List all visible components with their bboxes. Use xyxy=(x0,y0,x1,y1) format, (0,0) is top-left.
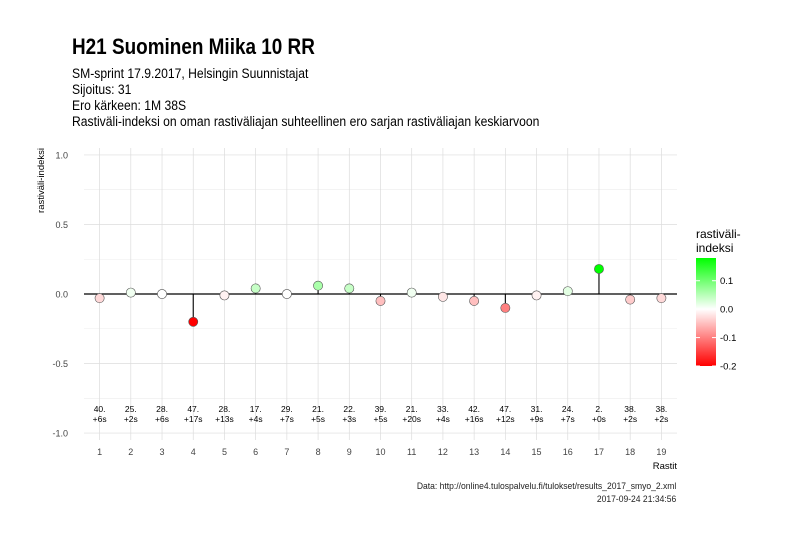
rank-label: 38. xyxy=(624,404,636,414)
x-tick-label: 2 xyxy=(128,447,133,457)
y-tick-label: 0.5 xyxy=(55,220,68,230)
data-point xyxy=(562,286,573,297)
rank-label: 47. xyxy=(499,404,511,414)
legend-tick-label: -0.1 xyxy=(720,333,736,344)
diff-label: +17s xyxy=(184,414,203,424)
diff-label: +2s xyxy=(654,414,668,424)
x-axis-title: Rastit xyxy=(653,461,678,472)
y-tick-label: 1.0 xyxy=(55,150,68,160)
rank-label: 31. xyxy=(531,404,543,414)
subtitle-event: SM-sprint 17.9.2017, Helsingin Suunnista… xyxy=(72,66,309,81)
diff-label: +12s xyxy=(496,414,515,424)
x-tick-label: 1 xyxy=(97,447,102,457)
diff-label: +0s xyxy=(592,414,606,424)
rank-label: 2. xyxy=(595,404,602,414)
rank-label: 33. xyxy=(437,404,449,414)
rank-label: 29. xyxy=(281,404,293,414)
timestamp-caption: 2017-09-24 21:34:56 xyxy=(596,494,676,505)
legend-tick-label: 0.1 xyxy=(720,276,733,287)
data-point xyxy=(375,296,386,306)
diff-label: +4s xyxy=(436,414,450,424)
rank-label: 21. xyxy=(406,404,418,414)
rank-label: 22. xyxy=(343,404,355,414)
x-tick-label: 19 xyxy=(656,447,666,457)
x-tick-label: 18 xyxy=(625,447,635,457)
data-point xyxy=(219,290,230,301)
data-point xyxy=(625,294,636,305)
x-tick-label: 5 xyxy=(222,447,227,457)
data-point xyxy=(281,289,292,299)
rank-label: 39. xyxy=(375,404,387,414)
data-point xyxy=(157,289,167,299)
legend-title-line: indeksi xyxy=(696,241,733,255)
rank-label: 28. xyxy=(219,404,231,414)
diff-label: +3s xyxy=(342,414,356,424)
data-point xyxy=(500,303,511,313)
y-tick-label: -1.0 xyxy=(52,429,68,439)
diff-label: +16s xyxy=(465,414,484,424)
data-point xyxy=(94,293,105,304)
data-source-caption: Data: http://online4.tulospalvelu.fi/tul… xyxy=(416,481,676,492)
y-tick-label: -0.5 xyxy=(52,359,68,369)
chart-title: H21 Suominen Miika 10 RR xyxy=(72,34,315,59)
data-point xyxy=(250,283,261,294)
x-tick-label: 12 xyxy=(438,447,448,457)
legend-tick-label: -0.2 xyxy=(720,362,736,373)
data-point xyxy=(594,264,604,274)
diff-label: +6s xyxy=(93,414,107,424)
chart-subtitle: SM-sprint 17.9.2017, Helsingin Suunnista… xyxy=(72,66,539,130)
legend-tick-label: 0.0 xyxy=(720,305,733,316)
x-tick-label: 13 xyxy=(469,447,479,457)
rank-label: 24. xyxy=(562,404,574,414)
x-tick-label: 6 xyxy=(253,447,258,457)
rank-label: 21. xyxy=(312,404,324,414)
x-tick-label: 9 xyxy=(347,447,352,457)
subtitle-description: Rastiväli-indeksi on oman rastiväliajan … xyxy=(72,114,540,129)
x-tick-label: 7 xyxy=(284,447,289,457)
subtitle-gap: Ero kärkeen: 1M 38S xyxy=(72,98,187,113)
rank-label: 47. xyxy=(187,404,199,414)
rank-label: 28. xyxy=(156,404,168,414)
subtitle-placement: Sijoitus: 31 xyxy=(72,82,132,97)
data-point xyxy=(438,291,448,302)
x-tick-label: 10 xyxy=(375,447,385,457)
diff-label: +4s xyxy=(249,414,263,424)
x-tick-label: 17 xyxy=(594,447,604,457)
data-point xyxy=(656,293,667,304)
data-point xyxy=(406,287,417,298)
data-point xyxy=(125,287,136,298)
x-tick-label: 14 xyxy=(500,447,510,457)
rank-label: 38. xyxy=(655,404,667,414)
y-axis-title: rastiväli-indeksi xyxy=(36,148,47,213)
x-tick-label: 11 xyxy=(407,447,416,457)
rank-label: 17. xyxy=(250,404,262,414)
diff-label: +7s xyxy=(280,414,294,424)
diff-label: +2s xyxy=(124,414,138,424)
rank-label: 40. xyxy=(94,404,106,414)
diff-label: +13s xyxy=(215,414,234,424)
data-point xyxy=(344,283,355,294)
diff-label: +20s xyxy=(402,414,421,424)
diff-label: +2s xyxy=(623,414,637,424)
rank-label: 25. xyxy=(125,404,137,414)
legend-colorbar xyxy=(696,258,716,366)
diff-label: +6s xyxy=(155,414,169,424)
rank-label: 42. xyxy=(468,404,480,414)
x-tick-label: 8 xyxy=(316,447,321,457)
data-point xyxy=(188,316,199,327)
diff-label: +9s xyxy=(530,414,544,424)
diff-label: +5s xyxy=(311,414,325,424)
legend-title-line: rastiväli- xyxy=(696,227,741,241)
data-point xyxy=(313,280,323,291)
x-tick-label: 4 xyxy=(191,447,196,457)
x-tick-label: 16 xyxy=(563,447,573,457)
diff-label: +5s xyxy=(374,414,388,424)
diff-label: +7s xyxy=(561,414,575,424)
data-point xyxy=(469,296,480,306)
x-tick-label: 3 xyxy=(160,447,165,457)
y-tick-label: 0.0 xyxy=(55,290,68,300)
data-point xyxy=(531,290,542,301)
x-tick-label: 15 xyxy=(532,447,542,457)
